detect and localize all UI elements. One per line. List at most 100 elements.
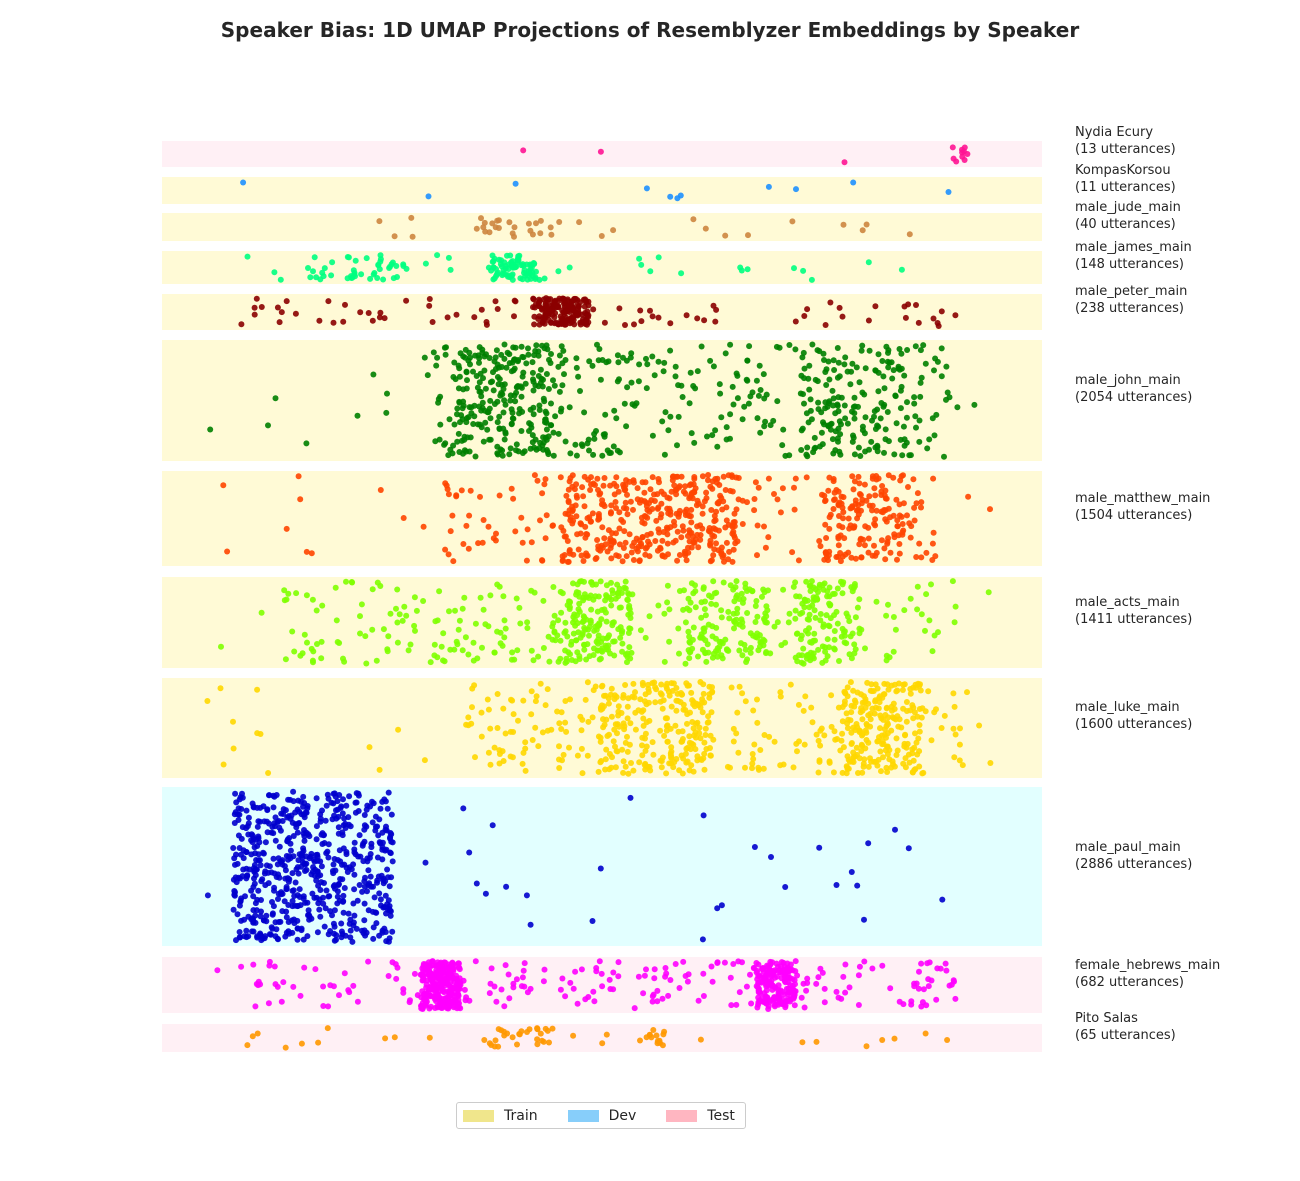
data-point [240, 866, 247, 873]
data-point [799, 354, 806, 361]
data-point [551, 628, 558, 635]
data-point [843, 710, 850, 717]
data-point [557, 474, 564, 481]
data-point [745, 232, 751, 239]
data-point [691, 488, 697, 495]
data-point [523, 557, 530, 564]
data-point [822, 497, 829, 504]
data-point [431, 641, 438, 648]
data-point [300, 793, 307, 800]
data-point [468, 720, 475, 727]
data-point [518, 343, 525, 350]
data-point [924, 960, 931, 967]
data-point [579, 631, 586, 638]
data-point [419, 1000, 426, 1006]
data-point [282, 656, 289, 663]
data-point [568, 641, 575, 648]
data-point [672, 722, 679, 729]
data-point [612, 743, 618, 750]
data-point [566, 404, 573, 411]
data-point [801, 365, 808, 372]
data-point [591, 435, 598, 442]
data-point [918, 374, 925, 381]
data-point [628, 379, 635, 386]
data-point [880, 754, 886, 761]
data-point [820, 621, 827, 628]
data-point [764, 607, 771, 614]
data-point [605, 642, 612, 649]
data-point [588, 474, 594, 481]
data-point [875, 351, 882, 358]
data-point [643, 355, 649, 362]
data-point [633, 545, 640, 552]
data-point [849, 588, 856, 595]
data-point [887, 549, 894, 556]
data-point [914, 583, 921, 590]
data-point [900, 423, 907, 430]
data-point [519, 539, 526, 546]
data-point [266, 792, 273, 799]
data-point [911, 709, 918, 716]
data-point [540, 395, 547, 402]
data-point [668, 488, 675, 495]
data-point [340, 796, 346, 803]
data-point [816, 348, 823, 355]
data-point [844, 725, 851, 732]
data-point [705, 713, 712, 720]
data-point [774, 496, 781, 503]
data-point [717, 390, 724, 397]
data-point [432, 618, 439, 625]
data-point [502, 730, 509, 737]
data-point [527, 985, 534, 992]
data-point [803, 987, 810, 994]
data-point [376, 266, 383, 273]
data-point [770, 996, 777, 1003]
data-point [460, 541, 467, 547]
data-point [446, 416, 453, 423]
row-background-4 [162, 294, 1042, 330]
data-point [374, 879, 380, 886]
data-point [606, 976, 613, 983]
data-point [883, 705, 890, 712]
data-point [572, 968, 579, 975]
data-point [546, 1039, 552, 1046]
data-point [797, 610, 804, 617]
data-point [550, 584, 557, 590]
data-point [546, 658, 553, 665]
data-point [725, 608, 732, 615]
data-point [477, 594, 484, 601]
data-point [916, 722, 923, 728]
data-point [517, 620, 524, 627]
data-point [618, 630, 625, 637]
data-point [608, 764, 615, 771]
data-point [835, 535, 842, 542]
data-point [667, 413, 674, 420]
data-point [455, 626, 462, 633]
data-point [865, 763, 872, 770]
data-point [320, 900, 327, 907]
data-point [269, 823, 276, 830]
data-point [245, 913, 252, 920]
data-point [668, 754, 675, 761]
data-point [849, 360, 856, 367]
data-point [791, 506, 798, 513]
data-point [794, 658, 801, 665]
data-point [470, 368, 476, 375]
data-point [254, 823, 261, 830]
data-point [749, 765, 755, 772]
data-point [590, 451, 597, 458]
data-point [907, 690, 914, 697]
data-point [792, 607, 799, 614]
data-point [676, 650, 682, 657]
data-point [520, 147, 527, 154]
data-point [528, 647, 535, 654]
data-point [643, 385, 650, 392]
utterance-count-label-9: (2886 utterances) [1075, 857, 1192, 872]
data-point [840, 509, 847, 516]
data-point [535, 653, 542, 660]
data-point [763, 391, 770, 398]
data-point [339, 829, 346, 836]
data-point [313, 852, 320, 858]
data-point [340, 318, 347, 325]
data-point [761, 523, 767, 530]
